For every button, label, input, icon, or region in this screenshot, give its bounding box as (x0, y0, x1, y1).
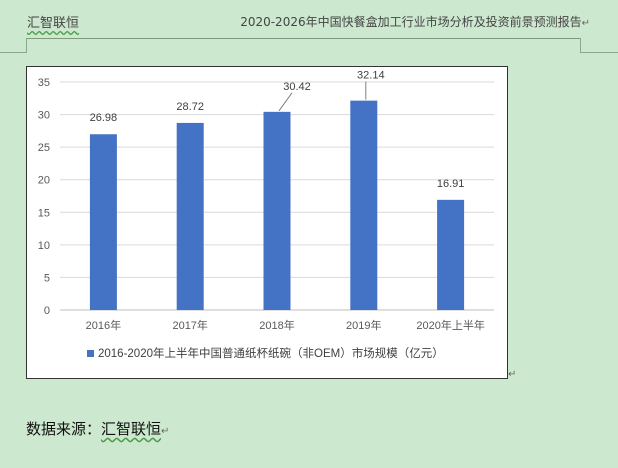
bar (176, 122, 204, 310)
data-labels: 26.98 28.72 30.42 32.14 16.91 (90, 70, 465, 190)
data-source: 数据来源：汇智联恒↵ (26, 418, 169, 439)
y-tick-label: 10 (38, 240, 50, 252)
data-label: 28.72 (176, 101, 204, 113)
y-tick-label: 0 (44, 305, 50, 317)
data-label: 32.14 (357, 70, 385, 82)
page-header: 汇智联恒 2020-2026年中国快餐盒加工行业市场分析及投资前景预测报告↵ (0, 0, 618, 60)
header-doc-title: 2020-2026年中国快餐盒加工行业市场分析及投资前景预测报告↵ (240, 13, 590, 30)
paragraph-mark-icon: ↵ (161, 426, 170, 437)
source-name: 汇智联恒 (101, 420, 162, 438)
y-tick-label: 35 (38, 77, 50, 89)
x-tick-label: 2016年 (86, 318, 121, 332)
data-label: 26.98 (90, 112, 118, 124)
data-label-leader-line (278, 92, 293, 112)
bar (263, 111, 291, 310)
x-tick-label: 2019年 (346, 318, 381, 332)
data-label: 16.91 (437, 178, 465, 190)
bar (437, 199, 465, 310)
paragraph-mark-icon: ↵ (508, 369, 517, 380)
legend: 2016-2020年上半年中国普通纸杯纸碗（非OEM）市场规模（亿元） (87, 346, 444, 360)
x-tick-label: 2017年 (172, 318, 207, 332)
bar (89, 134, 117, 310)
x-tick-label: 2018年 (259, 318, 294, 332)
y-tick-label: 30 (38, 110, 50, 122)
y-tick-label: 15 (38, 207, 50, 219)
crop-mark-right (580, 38, 618, 53)
bar (350, 100, 378, 310)
y-axis-ticks: 0 5 10 15 20 25 30 35 (38, 77, 50, 317)
header-brand: 汇智联恒 (27, 16, 80, 31)
bars (89, 100, 465, 310)
source-label: 数据来源： (26, 420, 102, 438)
y-tick-label: 20 (38, 175, 50, 187)
x-tick-label: 2020年上半年 (416, 318, 484, 332)
y-tick-label: 5 (44, 272, 50, 284)
crop-mark-left (0, 38, 27, 53)
bar-chart-svg: 0 5 10 15 20 25 30 35 26.98 28.72 30.42 32.14 16.91… (38, 70, 494, 360)
paragraph-mark-icon: ↵ (581, 18, 590, 29)
legend-label: 2016-2020年上半年中国普通纸杯纸碗（非OEM）市场规模（亿元） (98, 346, 444, 360)
header-title-text: 2020-2026年中国快餐盒加工行业市场分析及投资前景预测报告 (240, 15, 582, 29)
bar-chart: 0 5 10 15 20 25 30 35 26.98 28.72 30.42 32.14 16.91… (26, 66, 508, 379)
legend-swatch (87, 350, 94, 357)
header-rule (27, 38, 580, 39)
x-axis-ticks: 2016年 2017年 2018年 2019年 2020年上半年 (86, 318, 485, 332)
y-tick-label: 25 (38, 142, 50, 154)
data-label: 30.42 (283, 81, 311, 93)
